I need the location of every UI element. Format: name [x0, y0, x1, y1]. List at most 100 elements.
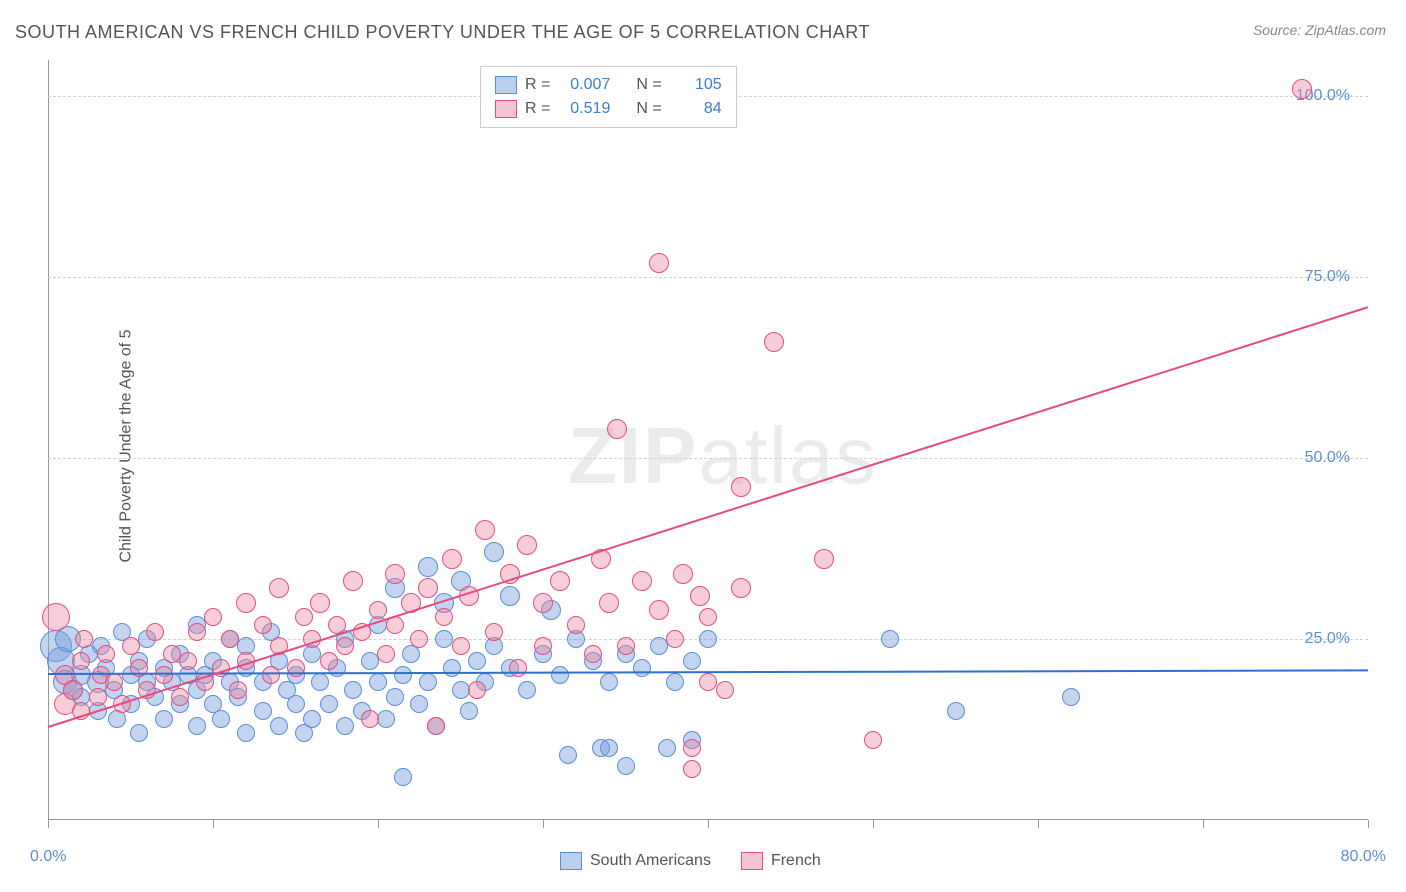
scatter-point-french — [269, 578, 289, 598]
gridline — [48, 277, 1368, 278]
scatter-point-french — [385, 564, 405, 584]
scatter-point-french — [254, 616, 272, 634]
scatter-point-south_americans — [369, 673, 387, 691]
scatter-point-french — [75, 630, 93, 648]
source-link[interactable]: ZipAtlas.com — [1305, 22, 1386, 38]
scatter-point-french — [814, 549, 834, 569]
scatter-point-south_americans — [600, 673, 618, 691]
scatter-point-south_americans — [633, 659, 651, 677]
scatter-point-french — [649, 253, 669, 273]
scatter-point-french — [236, 593, 256, 613]
scatter-point-french — [509, 659, 527, 677]
scatter-point-french — [683, 739, 701, 757]
scatter-point-south_americans — [1062, 688, 1080, 706]
scatter-point-french — [427, 717, 445, 735]
scatter-point-french — [361, 710, 379, 728]
scatter-point-south_americans — [311, 673, 329, 691]
n-label: N = — [636, 73, 661, 97]
scatter-point-french — [731, 477, 751, 497]
scatter-point-french — [105, 673, 123, 691]
scatter-point-south_americans — [419, 673, 437, 691]
scatter-point-south_americans — [443, 659, 461, 677]
scatter-point-south_americans — [320, 695, 338, 713]
scatter-point-south_americans — [468, 652, 486, 670]
scatter-point-south_americans — [617, 757, 635, 775]
plot-area: ZIPatlas 25.0%50.0%75.0%100.0% — [48, 60, 1368, 820]
correlation-legend: R =0.007N =105R =0.519N =84 — [480, 66, 737, 128]
scatter-point-french — [320, 652, 338, 670]
scatter-point-french — [475, 520, 495, 540]
scatter-point-south_americans — [881, 630, 899, 648]
scatter-point-french — [42, 603, 70, 631]
r-value: 0.519 — [558, 97, 610, 121]
series-legend: South Americans French — [560, 852, 821, 870]
scatter-point-french — [764, 332, 784, 352]
scatter-point-french — [607, 419, 627, 439]
legend-swatch-south_americans — [495, 76, 517, 94]
y-axis-line — [48, 60, 49, 820]
scatter-point-french — [683, 760, 701, 778]
scatter-point-south_americans — [500, 586, 520, 606]
scatter-point-french — [649, 600, 669, 620]
scatter-point-french — [716, 681, 734, 699]
x-tick — [213, 820, 214, 828]
scatter-point-french — [262, 666, 280, 684]
scatter-point-south_americans — [452, 681, 470, 699]
x-tick — [1368, 820, 1369, 828]
scatter-point-south_americans — [418, 557, 438, 577]
x-axis-max-label: 80.0% — [1341, 848, 1386, 866]
trend-line-french — [48, 306, 1369, 728]
legend-row-french: R =0.519N =84 — [495, 97, 722, 121]
scatter-point-south_americans — [303, 710, 321, 728]
scatter-point-french — [699, 608, 717, 626]
scatter-point-french — [517, 535, 537, 555]
scatter-point-south_americans — [254, 702, 272, 720]
scatter-point-south_americans — [699, 630, 717, 648]
scatter-point-french — [179, 652, 197, 670]
legend-item-french: French — [741, 852, 821, 870]
scatter-point-south_americans — [518, 681, 536, 699]
legend-swatch-french — [741, 852, 763, 870]
scatter-point-french — [617, 637, 635, 655]
scatter-point-south_americans — [683, 652, 701, 670]
scatter-point-south_americans — [460, 702, 478, 720]
scatter-point-french — [343, 571, 363, 591]
x-tick — [1203, 820, 1204, 828]
n-label: N = — [636, 97, 661, 121]
source-label: Source: — [1253, 22, 1305, 38]
scatter-point-french — [584, 645, 602, 663]
scatter-point-french — [731, 578, 751, 598]
scatter-point-french — [485, 623, 503, 641]
scatter-point-south_americans — [336, 717, 354, 735]
scatter-point-french — [369, 601, 387, 619]
scatter-point-south_americans — [410, 695, 428, 713]
scatter-point-french — [122, 637, 140, 655]
scatter-point-french — [155, 666, 173, 684]
scatter-point-french — [533, 593, 553, 613]
scatter-point-south_americans — [188, 717, 206, 735]
source-citation: Source: ZipAtlas.com — [1253, 22, 1386, 38]
scatter-point-french — [418, 578, 438, 598]
scatter-point-south_americans — [435, 630, 453, 648]
scatter-point-south_americans — [658, 739, 676, 757]
scatter-point-french — [89, 688, 107, 706]
scatter-point-french — [97, 645, 115, 663]
scatter-point-french — [567, 616, 585, 634]
scatter-point-french — [188, 623, 206, 641]
x-axis-min-label: 0.0% — [30, 848, 66, 866]
scatter-point-french — [163, 645, 181, 663]
scatter-point-french — [442, 549, 462, 569]
scatter-point-south_americans — [551, 666, 569, 684]
scatter-point-french — [221, 630, 239, 648]
scatter-point-french — [229, 681, 247, 699]
scatter-point-french — [673, 564, 693, 584]
n-value: 84 — [670, 97, 722, 121]
scatter-point-french — [550, 571, 570, 591]
legend-label: South Americans — [590, 852, 711, 870]
scatter-point-french — [63, 680, 83, 700]
r-value: 0.007 — [558, 73, 610, 97]
legend-label: French — [771, 852, 821, 870]
x-tick — [1038, 820, 1039, 828]
n-value: 105 — [670, 73, 722, 97]
scatter-point-south_americans — [287, 695, 305, 713]
